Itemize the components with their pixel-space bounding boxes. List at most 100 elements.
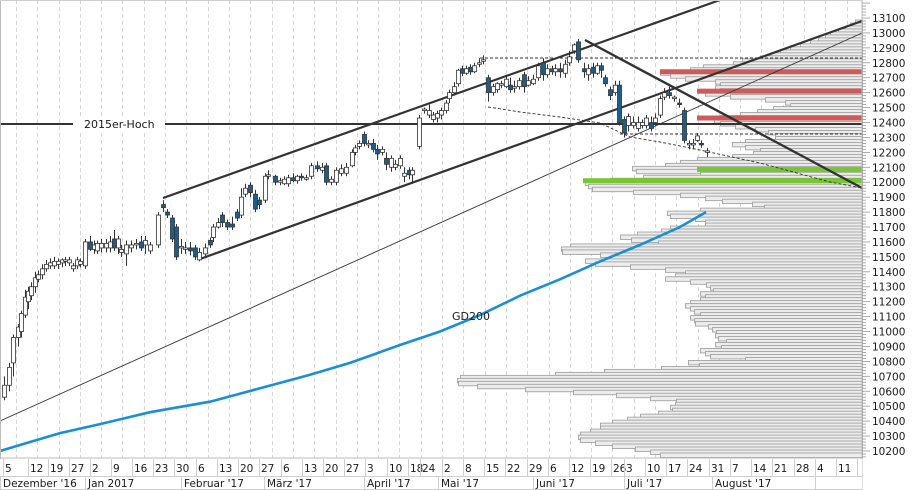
bear-candle	[273, 175, 278, 183]
y-tick-label: 12500	[872, 103, 905, 115]
bull-candle	[653, 117, 658, 123]
y-tick-label: 12800	[872, 58, 905, 70]
bear-candle	[622, 119, 627, 134]
bull-candle	[129, 244, 134, 249]
x-day-label: 13	[219, 463, 232, 475]
bull-candle	[124, 244, 129, 255]
bull-candle	[2, 384, 7, 398]
bear-candle	[362, 134, 367, 144]
bear-candle	[682, 110, 687, 141]
annotations: 2015er-Hoch GD200	[73, 116, 490, 323]
bull-candle	[545, 68, 550, 76]
trendlines	[0, 0, 863, 422]
bull-candle	[553, 68, 558, 73]
bull-candle	[344, 166, 349, 174]
bull-candle	[19, 313, 24, 332]
bull-candle	[83, 241, 88, 267]
bear-candle	[603, 77, 608, 85]
bull-candle	[452, 86, 457, 94]
bear-candle	[699, 143, 704, 146]
y-axis: 13100 13000 12900 12800 12700 12600 12500 12400…	[861, 0, 920, 490]
dashed-support-curve	[487, 106, 863, 189]
bull-candle	[427, 110, 432, 116]
bear-candle	[486, 77, 491, 94]
y-tick-label: 10700	[872, 371, 905, 383]
bear-candle	[371, 143, 376, 150]
resistance-zone	[697, 115, 862, 121]
y-tick-label: 10800	[872, 356, 905, 368]
x-day-label: 6	[550, 463, 557, 475]
bull-candle	[491, 86, 496, 94]
bull-candle	[444, 102, 449, 111]
y-tick-label: 12000	[872, 177, 905, 189]
bull-candle	[595, 65, 600, 74]
bear-candle	[88, 241, 93, 250]
bull-candle	[504, 78, 509, 88]
x-day-label: 2	[444, 463, 451, 475]
bull-candle	[687, 143, 692, 146]
bear-candle	[608, 89, 613, 97]
volume-profile-bar	[660, 452, 863, 458]
x-day-label: 7	[732, 463, 739, 475]
bear-candle	[324, 165, 329, 183]
bull-candle	[16, 326, 21, 338]
y-tick-label: 11400	[872, 267, 905, 279]
bull-candle	[143, 240, 148, 246]
x-day-label: 28	[796, 463, 809, 475]
bull-candle	[640, 122, 645, 126]
bull-candle	[266, 174, 271, 177]
bull-candle	[389, 157, 394, 168]
bull-candle	[278, 180, 283, 183]
bull-candle	[95, 243, 100, 252]
bear-candle	[522, 74, 527, 88]
gd200-line	[0, 210, 707, 453]
bull-candle	[447, 92, 452, 100]
bull-candle	[695, 135, 700, 141]
bear-candle	[248, 184, 253, 194]
bull-candle	[691, 143, 696, 146]
price-candles	[2, 38, 710, 401]
bull-candle	[183, 247, 188, 250]
bull-candle	[380, 148, 385, 153]
x-month-label: Mai '17	[441, 478, 479, 490]
x-day-label: 12	[571, 463, 584, 475]
bull-candle	[586, 68, 591, 76]
bull-candle	[295, 175, 300, 182]
x-day-label: 20	[325, 463, 338, 475]
x-day-label: 5	[5, 463, 12, 475]
x-day-label: 24	[422, 463, 436, 475]
bull-candle	[7, 366, 12, 386]
bull-candle	[631, 122, 636, 126]
y-tick-label: 10900	[872, 341, 905, 353]
bull-candle	[134, 243, 139, 246]
bull-candle	[572, 44, 577, 52]
x-month-label: März '17	[267, 478, 312, 490]
bear-candle	[460, 68, 465, 74]
x-day-label: 19	[50, 463, 63, 475]
bull-candle	[477, 62, 482, 65]
x-day-label: 22	[507, 463, 520, 475]
x-day-label: 15	[486, 463, 499, 475]
bear-candle	[193, 247, 198, 258]
bull-candle	[644, 117, 649, 126]
x-month-label: Februar '17	[184, 478, 244, 490]
x-month-label: Juni '17	[535, 478, 575, 490]
bull-candle	[662, 92, 667, 98]
bull-candle	[286, 177, 291, 185]
resistance-zone	[660, 69, 862, 75]
bear-candle	[591, 66, 596, 74]
bull-candle	[104, 243, 109, 249]
bull-candle	[658, 98, 663, 116]
x-day-label: 12	[30, 463, 43, 475]
bull-candle	[464, 68, 469, 74]
x-month-label: April '17	[367, 478, 411, 490]
x-day-label: 17	[668, 463, 681, 475]
bull-candle	[613, 84, 618, 94]
bull-candle	[456, 69, 461, 85]
bull-candle	[67, 259, 72, 264]
bull-candle	[398, 157, 403, 167]
bull-candle	[536, 65, 541, 79]
x-day-label: 10	[389, 463, 402, 475]
x-day-label: 27	[346, 463, 359, 475]
